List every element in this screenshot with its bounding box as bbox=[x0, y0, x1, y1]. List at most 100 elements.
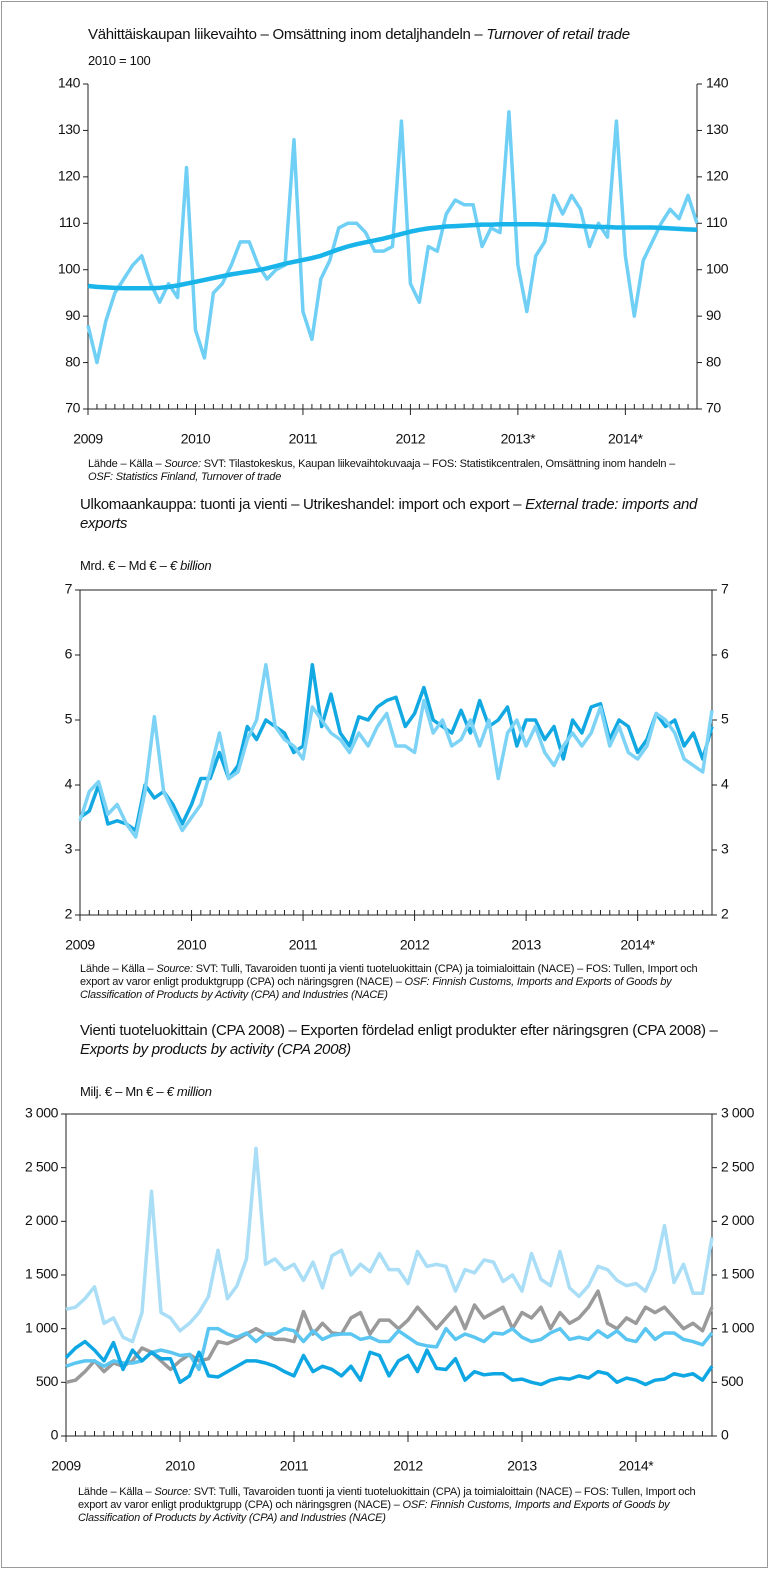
source-osf: OSF: Finnish Customs, Imports and Export… bbox=[78, 1499, 670, 1524]
title-text: Vienti tuoteluokittain (CPA 2008) – Expo… bbox=[80, 1022, 718, 1039]
y-tick-label-right: 130 bbox=[706, 121, 729, 137]
series-line bbox=[65, 1326, 714, 1372]
x-tick-label: 2011 bbox=[289, 937, 318, 953]
source-text: SVT: Tilastokeskus, Kaupan liikevaihtoku… bbox=[203, 458, 676, 470]
source-note: Lähde – Källa – Source: SVT: Tulli, Tava… bbox=[78, 1486, 718, 1525]
source-prefix: Lähde – Källa – bbox=[80, 963, 154, 975]
y-tick-label: 2 bbox=[65, 906, 73, 922]
y-tick-label: 140 bbox=[58, 75, 81, 91]
unit-english: € billion bbox=[169, 558, 212, 573]
y-tick-label: 1 500 bbox=[25, 1266, 59, 1282]
source-label: Source: bbox=[164, 458, 201, 470]
y-tick-label: 6 bbox=[65, 646, 73, 662]
x-tick-label: 2010 bbox=[177, 937, 207, 953]
y-tick-label: 4 bbox=[65, 776, 73, 792]
y-tick-label: 130 bbox=[58, 121, 81, 137]
source-prefix: Lähde – Källa – bbox=[88, 458, 162, 470]
source-note: Lähde – Källa – Source: SVT: Tilastokesk… bbox=[88, 458, 698, 484]
y-tick-label: 80 bbox=[65, 353, 80, 369]
source-label: Source: bbox=[156, 963, 193, 975]
y-tick-label-right: 90 bbox=[706, 307, 721, 323]
unit-label: Mrd. € – Md € – € billion bbox=[80, 558, 212, 574]
x-tick-label: 2009 bbox=[73, 431, 103, 447]
title-english: Exports by products by activity (CPA 200… bbox=[80, 1041, 351, 1058]
title-text: Ulkomaankauppa: tuonti ja vienti – Utrik… bbox=[80, 496, 522, 513]
chart-title: Ulkomaankauppa: tuonti ja vienti – Utrik… bbox=[80, 495, 730, 533]
source-prefix: Lähde – Källa – bbox=[78, 1486, 152, 1498]
unit-english: € million bbox=[166, 1084, 212, 1099]
y-tick-label: 120 bbox=[58, 168, 81, 184]
y-tick-label: 2 000 bbox=[25, 1212, 59, 1228]
x-tick-label: 2014* bbox=[619, 1458, 655, 1474]
y-tick-label: 3 000 bbox=[25, 1105, 59, 1121]
y-tick-label: 500 bbox=[36, 1373, 59, 1389]
source-text: SVT: Tulli, Tavaroiden tuonti ja vienti … bbox=[80, 963, 698, 988]
unit-text: Milj. € – Mn € – bbox=[80, 1084, 164, 1099]
series-line bbox=[87, 221, 698, 291]
unit-label: 2010 = 100 bbox=[88, 53, 151, 69]
series-line bbox=[78, 663, 714, 839]
source-note: Lähde – Källa – Source: SVT: Tulli, Tava… bbox=[80, 963, 720, 1002]
x-tick-label: 2010 bbox=[181, 431, 211, 447]
y-tick-label: 70 bbox=[65, 400, 80, 416]
y-tick-label-right: 2 bbox=[721, 906, 729, 922]
unit-text: 2010 = 100 bbox=[88, 53, 151, 68]
y-tick-label: 90 bbox=[65, 307, 80, 323]
y-tick-label-right: 5 bbox=[721, 711, 729, 727]
y-tick-label-right: 110 bbox=[706, 214, 728, 230]
unit-label: Milj. € – Mn € – € million bbox=[80, 1084, 212, 1100]
series-line bbox=[65, 1146, 714, 1344]
y-tick-label-right: 0 bbox=[721, 1427, 729, 1443]
y-tick-label-right: 3 000 bbox=[721, 1105, 755, 1121]
y-tick-label-right: 140 bbox=[706, 75, 729, 91]
y-tick-label-right: 2 500 bbox=[721, 1158, 755, 1174]
title-english: External trade: imports and exports bbox=[80, 496, 698, 532]
unit-text: Mrd. € – Md € – bbox=[80, 558, 167, 573]
x-tick-label: 2013* bbox=[501, 431, 537, 447]
x-tick-label: 2014* bbox=[608, 431, 644, 447]
x-tick-label: 2014* bbox=[620, 937, 656, 953]
source-osf: OSF: Statistics Finland, Turnover of tra… bbox=[88, 471, 282, 483]
y-tick-label: 7 bbox=[65, 581, 73, 597]
y-tick-label-right: 7 bbox=[721, 581, 729, 597]
series-line bbox=[64, 1339, 714, 1387]
series-line bbox=[86, 110, 699, 365]
y-tick-label: 110 bbox=[59, 214, 81, 230]
x-tick-label: 2011 bbox=[289, 431, 318, 447]
y-tick-label-right: 120 bbox=[706, 168, 729, 184]
chart-title: Vienti tuoteluokittain (CPA 2008) – Expo… bbox=[80, 1021, 740, 1059]
y-tick-label: 5 bbox=[65, 711, 73, 727]
source-label: Source: bbox=[154, 1486, 191, 1498]
y-tick-label: 2 500 bbox=[25, 1158, 59, 1174]
title-english: Turnover of retail trade bbox=[486, 26, 630, 43]
y-tick-label-right: 1 000 bbox=[721, 1319, 755, 1335]
x-tick-label: 2013 bbox=[511, 937, 541, 953]
y-tick-label: 1 000 bbox=[25, 1319, 59, 1335]
y-tick-label-right: 1 500 bbox=[721, 1266, 755, 1282]
y-tick-label-right: 70 bbox=[706, 400, 721, 416]
y-tick-label: 0 bbox=[51, 1427, 59, 1443]
y-tick-label-right: 80 bbox=[706, 353, 721, 369]
x-tick-label: 2013 bbox=[507, 1458, 537, 1474]
source-osf: OSF: Finnish Customs, Imports and Export… bbox=[80, 976, 672, 1001]
x-tick-label: 2011 bbox=[280, 1458, 309, 1474]
series-line bbox=[65, 1289, 714, 1385]
y-tick-label-right: 2 000 bbox=[721, 1212, 755, 1228]
x-tick-label: 2012 bbox=[400, 937, 430, 953]
y-tick-label: 100 bbox=[58, 260, 81, 276]
x-tick-label: 2009 bbox=[51, 1458, 81, 1474]
title-text: Vähittäiskaupan liikevaihto – Omsättning… bbox=[88, 26, 483, 43]
chart-title: Vähittäiskaupan liikevaihto – Omsättning… bbox=[88, 25, 738, 44]
x-tick-label: 2012 bbox=[393, 1458, 423, 1474]
y-tick-label-right: 6 bbox=[721, 646, 729, 662]
x-tick-label: 2009 bbox=[65, 937, 95, 953]
x-tick-label: 2012 bbox=[396, 431, 426, 447]
y-tick-label-right: 4 bbox=[721, 776, 729, 792]
y-tick-label: 3 bbox=[65, 841, 73, 857]
y-tick-label-right: 3 bbox=[721, 841, 729, 857]
y-tick-label-right: 100 bbox=[706, 260, 729, 276]
source-text: SVT: Tulli, Tavaroiden tuonti ja vienti … bbox=[78, 1486, 696, 1511]
